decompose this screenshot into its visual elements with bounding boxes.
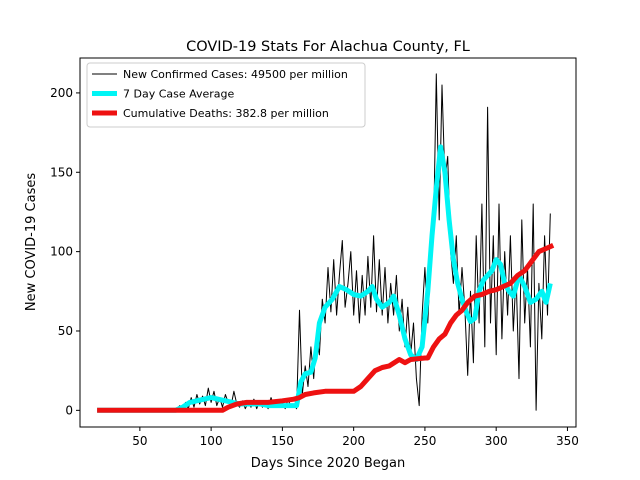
chart-title: COVID-19 Stats For Alachua County, FL bbox=[186, 39, 470, 55]
x-ticks: 50 100 150 200 250 300 350 bbox=[132, 427, 579, 448]
series-line-2 bbox=[97, 243, 555, 413]
y-tick-label: 200 bbox=[50, 86, 73, 100]
x-tick-label: 150 bbox=[271, 434, 294, 448]
y-ticks: 0 50 100 150 200 bbox=[50, 86, 80, 417]
legend: New Confirmed Cases: 49500 per million 7 … bbox=[86, 62, 366, 128]
x-axis-label: Days Since 2020 Began bbox=[251, 456, 406, 471]
y-tick-label: 0 bbox=[65, 403, 73, 417]
x-tick-label: 250 bbox=[413, 434, 436, 448]
legend-label-1: 7 Day Case Average bbox=[123, 88, 235, 101]
x-tick-label: 100 bbox=[200, 434, 223, 448]
plot-frame bbox=[79, 57, 577, 428]
y-tick-label: 50 bbox=[58, 324, 73, 338]
y-axis-label: New COVID-19 Cases bbox=[24, 173, 39, 311]
x-tick-label: 50 bbox=[132, 434, 147, 448]
y-tick-label: 150 bbox=[50, 165, 73, 179]
x-tick-label: 350 bbox=[556, 434, 579, 448]
legend-box bbox=[86, 62, 366, 128]
y-tick-label: 100 bbox=[50, 245, 73, 259]
series-line-0 bbox=[97, 73, 551, 411]
x-tick-label: 300 bbox=[485, 434, 508, 448]
series-layer bbox=[97, 73, 555, 413]
x-tick-label: 200 bbox=[342, 434, 365, 448]
legend-label-0: New Confirmed Cases: 49500 per million bbox=[123, 68, 348, 81]
legend-label-2: Cumulative Deaths: 382.8 per million bbox=[123, 107, 329, 120]
